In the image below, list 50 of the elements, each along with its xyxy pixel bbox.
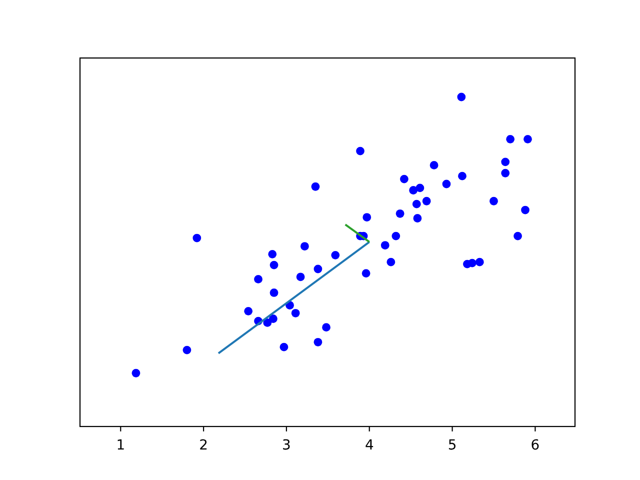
point <box>400 174 408 184</box>
point <box>254 275 262 284</box>
x-tick-label: 6 <box>530 437 540 454</box>
point <box>362 269 370 278</box>
point <box>356 146 364 156</box>
point <box>280 342 288 352</box>
point <box>501 168 510 178</box>
point <box>300 242 309 250</box>
point <box>430 161 438 170</box>
point <box>182 346 192 354</box>
point <box>514 232 522 240</box>
point <box>311 182 320 191</box>
point <box>362 213 372 222</box>
point <box>413 214 422 222</box>
x-tick-label: 3 <box>282 437 291 454</box>
point <box>475 258 484 266</box>
point <box>380 241 390 250</box>
point <box>331 250 340 260</box>
point <box>458 172 466 180</box>
point <box>314 338 322 346</box>
point <box>506 134 515 144</box>
point <box>422 196 431 206</box>
x-tick-label: 5 <box>448 437 457 454</box>
point <box>291 308 300 318</box>
point <box>416 184 424 192</box>
point <box>409 186 418 194</box>
x-tick-label: 2 <box>199 437 208 454</box>
point <box>132 368 140 378</box>
point <box>490 196 498 206</box>
point <box>501 158 510 166</box>
point <box>521 206 530 214</box>
point <box>468 258 476 268</box>
point <box>412 200 421 208</box>
point <box>268 314 278 323</box>
x-tick-label: 4 <box>364 437 374 454</box>
point <box>296 272 305 282</box>
point <box>244 306 253 316</box>
x-tick-label: 1 <box>116 437 126 454</box>
point <box>314 264 322 274</box>
point <box>270 260 278 270</box>
point <box>392 232 400 240</box>
point <box>268 250 277 258</box>
point <box>322 323 330 332</box>
point <box>270 288 278 297</box>
point <box>192 234 202 242</box>
point <box>396 209 404 218</box>
point <box>457 92 466 102</box>
point <box>442 180 451 188</box>
point <box>524 134 532 144</box>
point <box>386 258 396 266</box>
